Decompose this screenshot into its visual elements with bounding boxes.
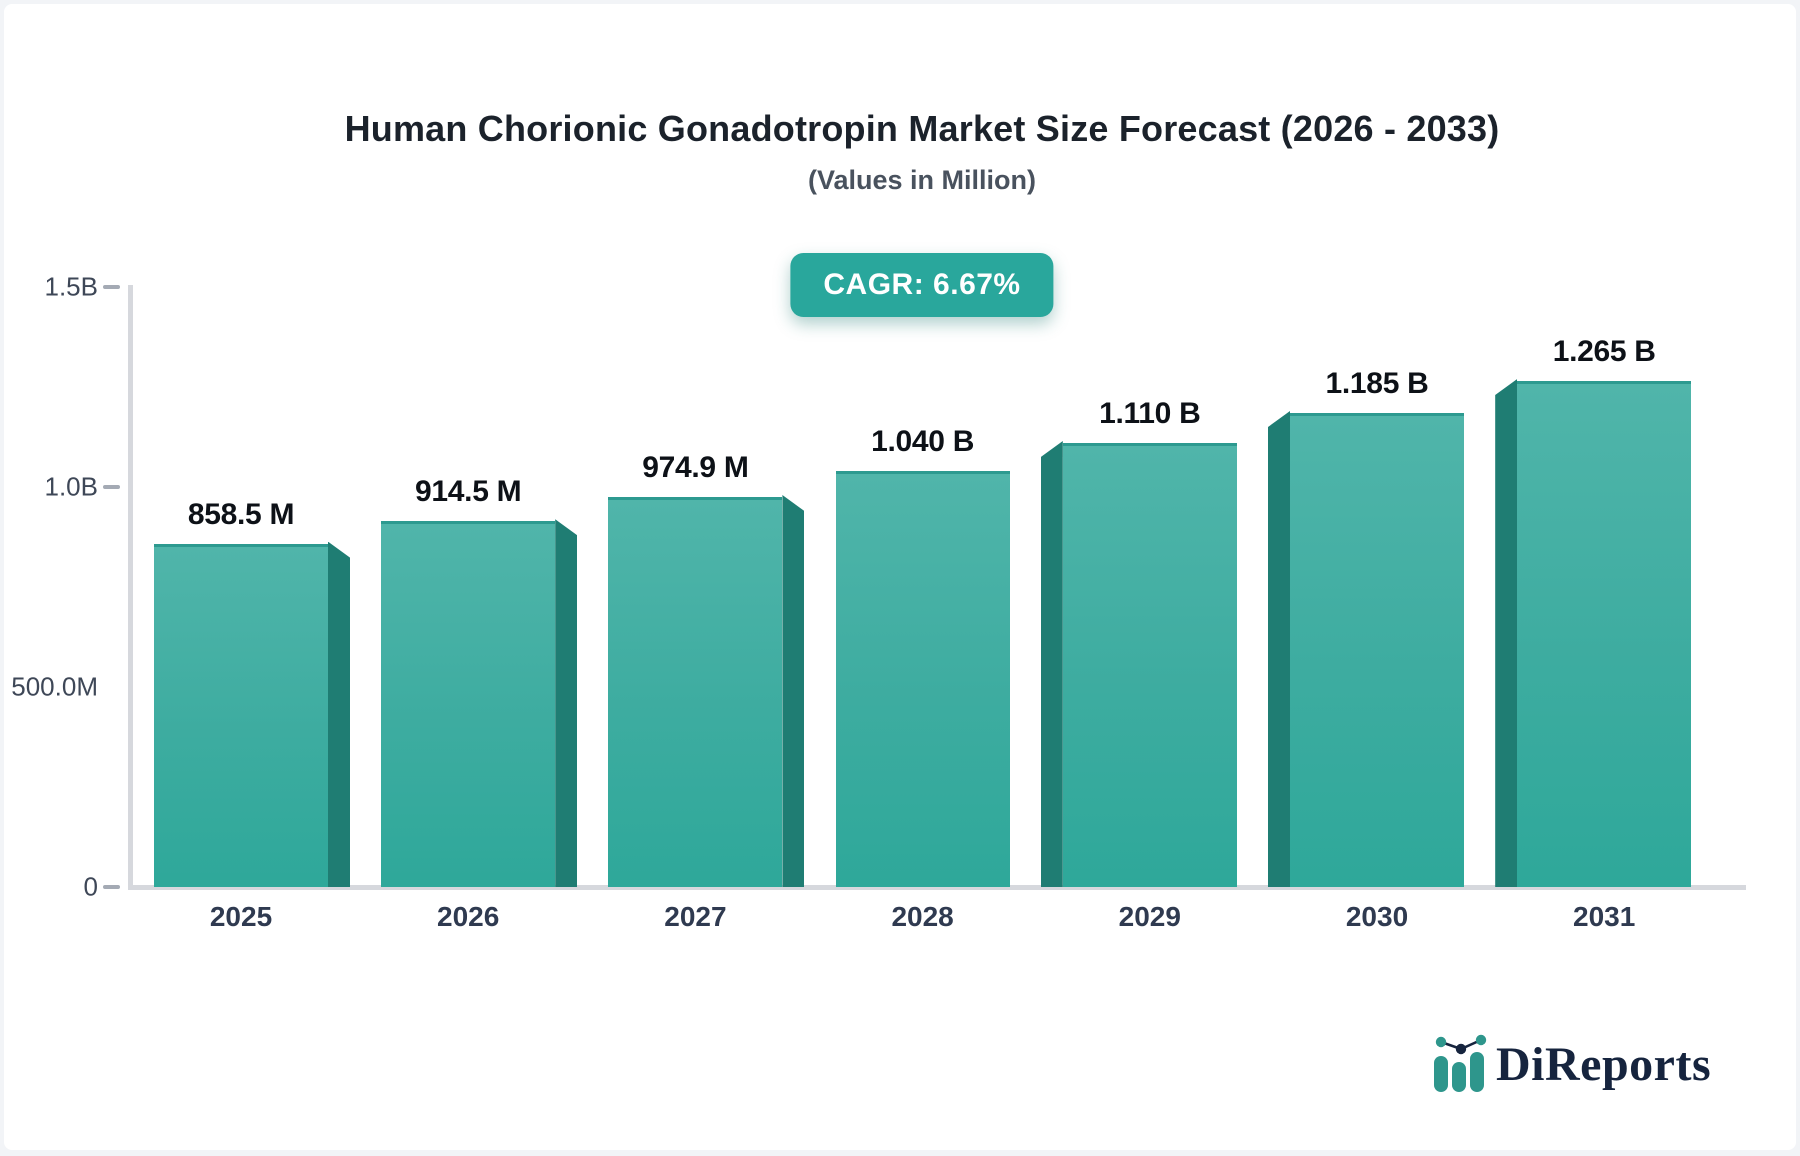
x-axis-label: 2029 bbox=[1118, 901, 1181, 932]
y-tick-dash bbox=[103, 285, 120, 289]
bar-side-face bbox=[1040, 441, 1063, 887]
mini-bar-chart-icon bbox=[1434, 1034, 1487, 1092]
bar-2030 bbox=[1290, 413, 1464, 887]
bar-side-face bbox=[1495, 379, 1518, 887]
x-axis-label: 2030 bbox=[1345, 901, 1409, 932]
bar-2027 bbox=[608, 497, 783, 887]
bar-2031 bbox=[1517, 381, 1692, 887]
chart-subtitle: (Values in Million) bbox=[807, 165, 1037, 195]
y-tick-label: 500.0M bbox=[11, 671, 98, 702]
y-tick-dash bbox=[103, 485, 120, 489]
bar-side-face bbox=[782, 495, 805, 887]
x-axis-label: 2031 bbox=[1573, 901, 1636, 932]
bar-value-label: 1.185 B bbox=[1325, 367, 1429, 400]
x-axis-label: 2027 bbox=[664, 901, 727, 932]
y-tick-label: 0 bbox=[83, 871, 98, 902]
bar-side-face bbox=[1268, 411, 1290, 887]
y-tick-dash bbox=[103, 885, 120, 889]
bar-value-label: 858.5 M bbox=[187, 497, 295, 531]
x-axis-line bbox=[128, 885, 1746, 890]
bar-2026 bbox=[381, 521, 556, 887]
y-axis-line bbox=[128, 285, 133, 888]
brand-logo: DiReports bbox=[1428, 1028, 1711, 1092]
bar-value-label: 974.9 M bbox=[642, 451, 749, 485]
bar-value-label: 1.265 B bbox=[1552, 335, 1656, 368]
brand-name: DiReports bbox=[1496, 1038, 1712, 1092]
y-tick-label: 1.0B bbox=[44, 471, 99, 502]
bar-2028 bbox=[835, 471, 1010, 887]
bar-value-label: 1.040 B bbox=[871, 425, 975, 458]
x-axis-label: 2028 bbox=[891, 901, 954, 932]
bar-value-label: 914.5 M bbox=[415, 475, 522, 509]
x-axis-label: 2026 bbox=[437, 901, 500, 932]
x-axis-label: 2025 bbox=[209, 901, 273, 932]
chart-title: Human Chorionic Gonadotropin Market Size… bbox=[344, 108, 1500, 149]
bar-2025 bbox=[154, 543, 328, 887]
bar-2029 bbox=[1062, 443, 1237, 887]
bar-value-label: 1.110 B bbox=[1099, 397, 1201, 430]
bar-side-face bbox=[328, 541, 350, 887]
bar-side-face bbox=[555, 519, 578, 887]
y-tick-label: 1.5B bbox=[44, 271, 99, 302]
cagr-badge: CAGR: 6.67% bbox=[790, 253, 1054, 317]
